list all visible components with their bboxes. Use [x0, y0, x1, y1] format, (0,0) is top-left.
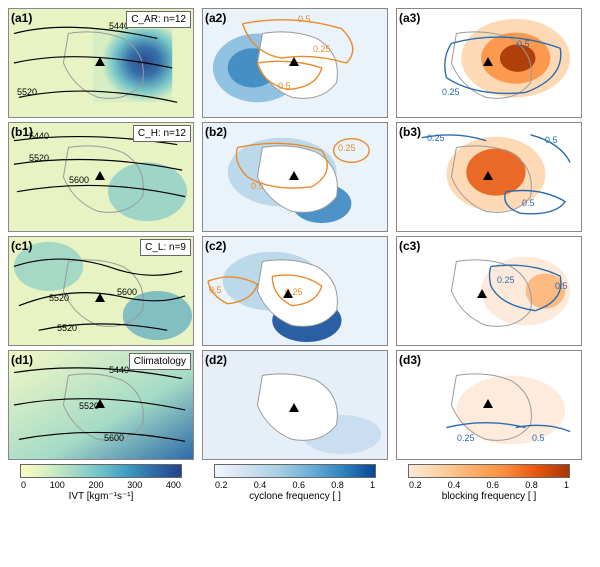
- contour-val: 0.25: [313, 44, 331, 54]
- label-b2: (b2): [205, 125, 227, 139]
- gh-label: 5520: [49, 293, 69, 303]
- contour-val: 0.5: [209, 285, 222, 295]
- marker-triangle: [95, 57, 105, 66]
- gh-label: 5440: [109, 365, 129, 375]
- label-d3: (d3): [399, 353, 421, 367]
- contour-val: 0.5: [251, 181, 264, 191]
- label-a3: (a3): [399, 11, 420, 25]
- colorbar-cyclone: 0.2 0.4 0.6 0.8 1 cyclone frequency [ ]: [202, 464, 388, 510]
- marker-triangle: [283, 289, 293, 298]
- label-a1: (a1): [11, 11, 32, 25]
- label-d2: (d2): [205, 353, 227, 367]
- marker-triangle: [483, 399, 493, 408]
- cb-ivt-bar: [20, 464, 182, 478]
- marker-triangle: [289, 403, 299, 412]
- panel-d3: (d3) 0.25 0.5: [396, 350, 582, 460]
- contour-val: 0.25: [457, 433, 475, 443]
- gh-label: 5520: [57, 323, 77, 333]
- panel-b3: (b3) 0.25 0.5 0.5: [396, 122, 582, 232]
- contour-val: 0.5: [278, 81, 291, 91]
- contour-val: 0.5: [555, 281, 568, 291]
- marker-triangle: [289, 171, 299, 180]
- contour-val: 0.5: [545, 135, 558, 145]
- label-c2: (c2): [205, 239, 226, 253]
- map-c3: [397, 237, 581, 345]
- cb-cyc-title: cyclone frequency [ ]: [249, 491, 341, 502]
- marker-triangle: [483, 171, 493, 180]
- marker-triangle: [95, 293, 105, 302]
- panel-c1: (c1) C_L: n=9 5520 5600 5520: [8, 236, 194, 346]
- marker-triangle: [95, 399, 105, 408]
- contour-val: 0.25: [442, 87, 460, 97]
- panel-a1: (a1) C_AR: n=12 5520 5440: [8, 8, 194, 118]
- legend-a1: C_AR: n=12: [126, 11, 191, 28]
- gh-label: 5600: [104, 433, 124, 443]
- cb-ivt-title: IVT [kgm⁻¹s⁻¹]: [69, 491, 134, 502]
- cb-cyc-bar: [214, 464, 376, 478]
- gh-label: 5520: [17, 87, 37, 97]
- panel-c3: (c3) 0.25 0.5: [396, 236, 582, 346]
- legend-c1: C_L: n=9: [140, 239, 191, 256]
- label-d1: (d1): [11, 353, 33, 367]
- cb-ivt-ticks: 0 100 200 300 400: [21, 480, 181, 490]
- panel-a3: (a3) 0.5 0.25: [396, 8, 582, 118]
- marker-triangle: [95, 171, 105, 180]
- label-b1: (b1): [11, 125, 33, 139]
- cb-cyc-ticks: 0.2 0.4 0.6 0.8 1: [215, 480, 375, 490]
- panel-d2: (d2): [202, 350, 388, 460]
- figure-grid: (a1) C_AR: n=12 5520 5440 (a2) 0.5 0.25 …: [8, 8, 592, 510]
- contour-val: 0.25: [338, 143, 356, 153]
- contour-val: 0.5: [532, 433, 545, 443]
- panel-a2: (a2) 0.5 0.25 0.5: [202, 8, 388, 118]
- label-c3: (c3): [399, 239, 420, 253]
- cb-blk-ticks: 0.2 0.4 0.6 0.8 1: [409, 480, 569, 490]
- marker-triangle: [289, 57, 299, 66]
- marker-triangle: [483, 57, 493, 66]
- marker-triangle: [477, 289, 487, 298]
- panel-d1: (d1) Climatology 5440 5520 5600: [8, 350, 194, 460]
- legend-d1: Climatology: [129, 353, 191, 370]
- cb-blk-bar: [408, 464, 570, 478]
- contour-val: 0.25: [497, 275, 515, 285]
- panel-b1: (b1) C_H: n=12 5440 5520 5600: [8, 122, 194, 232]
- panel-c2: (c2) 0.5 0.25: [202, 236, 388, 346]
- gh-label: 5520: [29, 153, 49, 163]
- colorbar-blocking: 0.2 0.4 0.6 0.8 1 blocking frequency [ ]: [396, 464, 582, 510]
- contour-val: 0.5: [522, 198, 535, 208]
- gh-label: 5600: [69, 175, 89, 185]
- panel-b2: (b2) 0.5 0.25: [202, 122, 388, 232]
- legend-b1: C_H: n=12: [133, 125, 191, 142]
- gh-label: 5600: [117, 287, 137, 297]
- label-c1: (c1): [11, 239, 32, 253]
- contour-val: 0.5: [517, 39, 530, 49]
- colorbar-ivt: 0 100 200 300 400 IVT [kgm⁻¹s⁻¹]: [8, 464, 194, 510]
- contour-val: 0.25: [427, 133, 445, 143]
- contour-val: 0.5: [298, 14, 311, 24]
- label-a2: (a2): [205, 11, 226, 25]
- cb-blk-title: blocking frequency [ ]: [442, 491, 537, 502]
- label-b3: (b3): [399, 125, 421, 139]
